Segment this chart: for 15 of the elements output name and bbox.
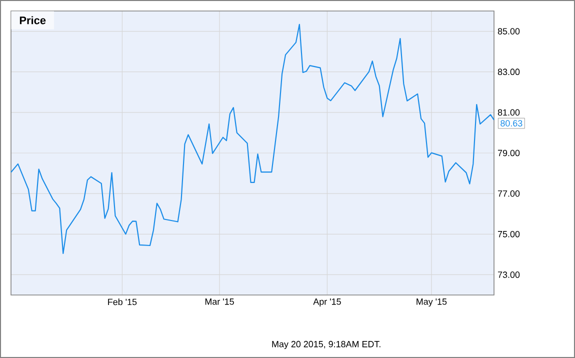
y-tick-label: 73.00 bbox=[498, 272, 520, 278]
x-tick-label: Mar '15 bbox=[205, 298, 234, 305]
y-tick-label: 85.00 bbox=[498, 28, 520, 34]
text: May 20 2015, 9:18AM EDT. bbox=[272, 340, 380, 350]
y-tick-label: 81.00 bbox=[498, 109, 520, 116]
y-tick-label: 83.00 bbox=[498, 68, 520, 76]
y-tick-label: 79.00 bbox=[498, 150, 520, 156]
line-series bbox=[10, 24, 495, 254]
x-tick-label: May '15 bbox=[416, 298, 447, 307]
x-tick-label: Feb '15 bbox=[108, 298, 137, 306]
y-tick-label: 77.00 bbox=[498, 190, 520, 197]
chart-title: Price bbox=[20, 16, 46, 24]
x-tick-label: Apr '15 bbox=[313, 298, 341, 307]
y-tick-label: 75.00 bbox=[498, 230, 520, 238]
annotation: 80.63 bbox=[500, 120, 522, 126]
